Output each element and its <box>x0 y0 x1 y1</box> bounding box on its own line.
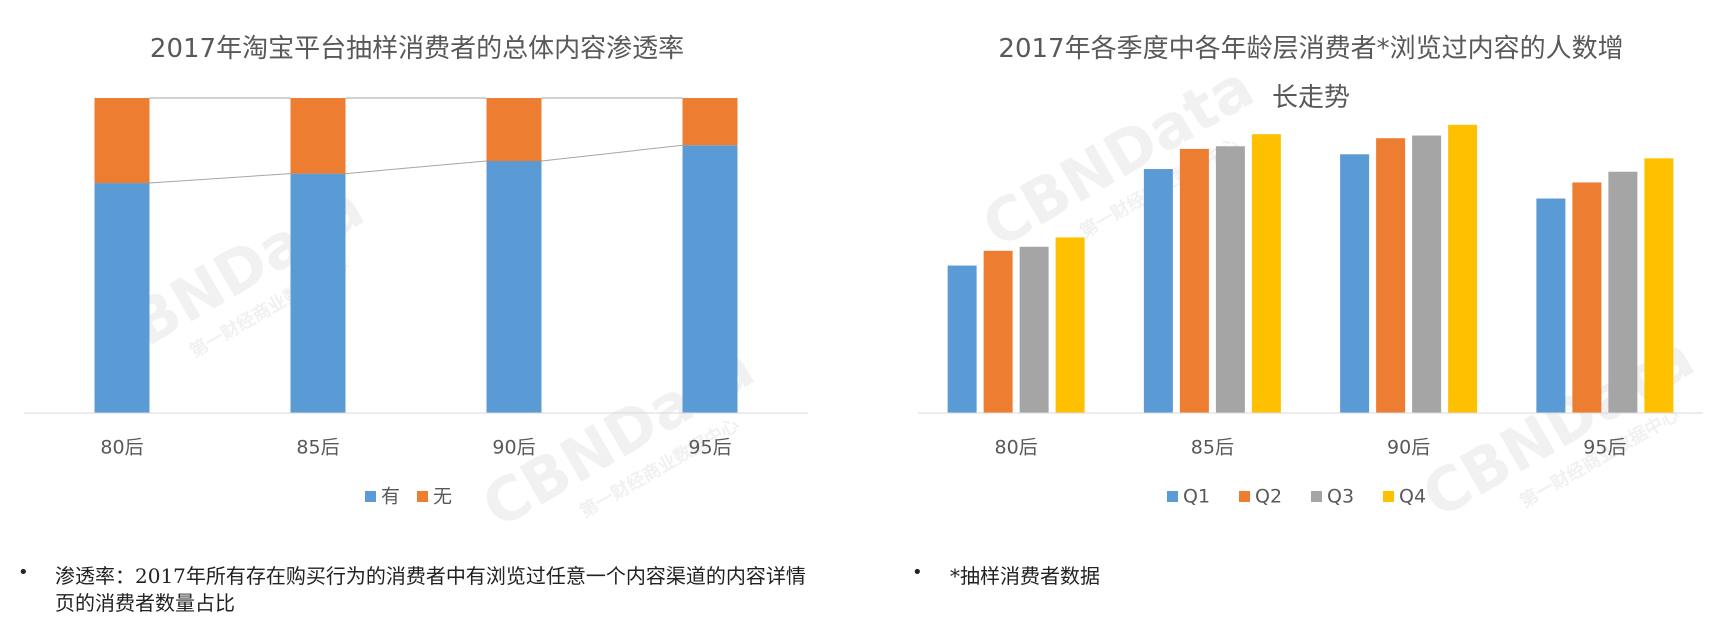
bar <box>1340 154 1370 414</box>
connector-line <box>541 144 683 162</box>
connector-line <box>345 160 487 175</box>
x-tick-label: 95后 <box>688 437 731 459</box>
bar <box>290 98 346 174</box>
bar <box>1143 169 1173 413</box>
x-tick-label: 85后 <box>1191 437 1234 459</box>
bar <box>486 98 542 161</box>
legend-label: Q4 <box>1399 486 1426 508</box>
legend-label: Q3 <box>1327 486 1354 508</box>
bar <box>486 161 542 413</box>
bar <box>1251 134 1281 414</box>
bar <box>94 98 150 184</box>
legend-swatch <box>417 491 428 502</box>
x-tick-label: 80后 <box>995 437 1038 459</box>
bar <box>94 183 150 413</box>
bullet: • <box>18 562 29 583</box>
connector-line <box>149 173 291 184</box>
legend-swatch <box>1311 491 1322 502</box>
legend-label: Q1 <box>1183 486 1210 508</box>
x-tick-label: 90后 <box>492 437 535 459</box>
legend-label: Q2 <box>1255 486 1282 508</box>
bar <box>1215 146 1245 414</box>
bar <box>1055 237 1085 413</box>
bar <box>1644 158 1674 413</box>
bar <box>682 98 738 146</box>
x-tick-label: 95后 <box>1583 437 1626 459</box>
legend-swatch <box>1239 491 1250 502</box>
legend-label: 有 <box>381 486 400 508</box>
note: 渗透率：2017年所有存在购买行为的消费者中有浏览过任意一个内容渠道的内容详情页… <box>55 564 806 615</box>
note: *抽样消费者数据 <box>950 564 1100 588</box>
bar <box>1019 246 1049 413</box>
legend-swatch <box>1167 491 1178 502</box>
bar <box>947 265 977 413</box>
bar <box>682 145 738 413</box>
x-tick-label: 80后 <box>100 437 143 459</box>
legend-swatch <box>1383 491 1394 502</box>
x-tick-label: 85后 <box>296 437 339 459</box>
bar <box>1179 148 1209 414</box>
chart-title: 2017年各季度中各年龄层消费者*浏览过内容的人数增长走势 <box>998 34 1624 113</box>
legend-label: 无 <box>433 486 452 508</box>
bullet: • <box>912 562 923 583</box>
legend-swatch <box>365 491 376 502</box>
bar <box>1572 182 1602 413</box>
bar <box>1448 124 1478 414</box>
x-tick-label: 90后 <box>1387 437 1430 459</box>
bar <box>1608 171 1638 413</box>
bar <box>1412 135 1442 413</box>
bar <box>1536 198 1566 413</box>
bar <box>983 250 1013 413</box>
bar <box>290 173 346 413</box>
bar <box>1376 138 1406 413</box>
chart-title: 2017年淘宝平台抽样消费者的总体内容渗透率 <box>149 34 685 64</box>
